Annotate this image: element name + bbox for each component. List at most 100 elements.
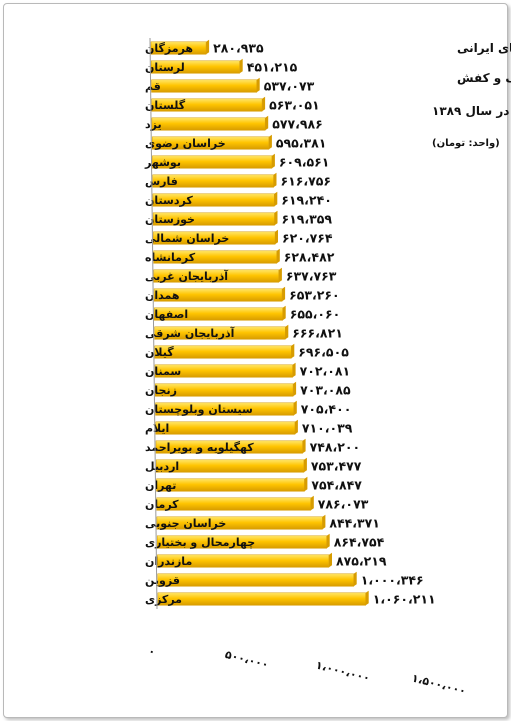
category-label: اردبیل (145, 460, 179, 473)
data-label: ۵۷۷،۹۸۶ (272, 117, 323, 132)
bar-end-face (271, 153, 275, 169)
bar-end-face (282, 286, 286, 302)
data-label: ۶۵۵،۰۶۰ (290, 307, 341, 322)
data-label: ۲۸۰،۹۳۵ (213, 41, 264, 56)
category-label: یزد (145, 118, 162, 131)
data-label: ۵۶۳،۰۵۱ (269, 98, 320, 113)
data-label: ۶۱۹،۳۵۹ (282, 212, 333, 227)
category-label: کهگیلویه و بویراحمد (145, 441, 254, 454)
title-line-2: برای تامین پوشاک و کفش (457, 71, 511, 86)
bar (155, 421, 296, 435)
bar-end-face (302, 438, 306, 454)
x-tick-label: ۵۰۰،۰۰۰ (224, 648, 270, 671)
bar-end-face (326, 533, 330, 549)
title-line-1: هزینه خانوارهای ایرانی (457, 41, 511, 56)
bar-end-face (282, 305, 286, 321)
category-label: مرکزی (145, 593, 182, 606)
title-line-3: در سال ۱۳۸۹ (432, 104, 509, 118)
category-label: خوزستان (145, 213, 195, 226)
bar-end-face (275, 229, 278, 245)
bar (150, 60, 240, 74)
bar (154, 345, 292, 359)
category-label: مازندران (145, 555, 192, 568)
category-label: اصفهان (145, 308, 188, 321)
category-label: ایلام (145, 422, 169, 435)
category-label: کرمانشاه (145, 251, 196, 264)
data-label: ۷۸۶،۰۷۳ (318, 497, 369, 512)
data-label: ۸۴۴،۳۷۱ (329, 516, 380, 531)
data-label: ۴۵۱،۲۱۵ (247, 60, 298, 75)
x-tick-label: ۱،۰۰۰،۰۰۰ (314, 659, 371, 685)
x-tick-label: ۰ (147, 644, 157, 658)
data-label: ۶۱۶،۷۵۶ (281, 174, 332, 189)
unit-note: (واحد: تومان) (432, 138, 500, 149)
category-label: بوشهر (144, 156, 181, 169)
data-label: ۶۵۳،۲۶۰ (289, 288, 340, 303)
data-label: ۸۷۵،۲۱۹ (336, 554, 387, 569)
bar-end-face (329, 552, 332, 568)
category-label: قم (145, 80, 161, 93)
data-label: ۷۰۳،۰۸۵ (300, 383, 351, 398)
data-label: ۷۴۸،۲۰۰ (310, 440, 361, 455)
bar-end-face (294, 419, 298, 435)
bar-end-face (353, 571, 357, 587)
data-label: ۵۳۷،۰۷۳ (264, 79, 315, 94)
bar-end-face (365, 590, 369, 606)
data-label: ۶۲۸،۴۸۲ (284, 250, 335, 265)
category-label: لرستان (145, 61, 185, 74)
bar-end-face (206, 39, 210, 55)
chart-title: هزینه خانوارهای ایرانی برای تامین پوشاک … (432, 41, 511, 149)
category-label: چهارمحال و بختیاری (145, 536, 255, 549)
data-label: ۷۵۳،۴۷۷ (311, 459, 362, 474)
bar-end-face (292, 362, 296, 378)
bar-end-face (285, 324, 289, 340)
bar-end-face (273, 172, 277, 188)
bar-end-face (274, 210, 278, 226)
category-label: فارس (145, 175, 178, 188)
bars-layer: هرمزگان ۲۸۰،۹۳۵ لرستان ۴۵۱،۲۱۵ قم ۵۳۷،۰۷۳ گلست… (144, 39, 436, 607)
bar (157, 573, 355, 587)
bar-end-face (265, 115, 269, 131)
bar-end-face (274, 191, 278, 207)
category-label: کردستان (145, 194, 193, 207)
data-label: ۷۱۰،۰۳۹ (302, 421, 353, 436)
bar-end-face (310, 495, 314, 511)
category-label: خراسان شمالی (145, 232, 229, 245)
data-label: ۱،۰۰۰،۳۴۶ (361, 573, 424, 588)
category-label: گیلان (145, 346, 174, 359)
bar-end-face (239, 58, 243, 74)
category-label: آذربایجان شرقی (145, 326, 235, 340)
data-label: ۶۰۹،۵۶۱ (279, 155, 330, 170)
category-label: گلستان (145, 99, 186, 112)
category-label: همدان (145, 289, 180, 302)
data-label: ۶۱۹،۲۴۰ (281, 193, 332, 208)
bar-end-face (293, 400, 297, 416)
data-label: ۶۳۷،۷۶۳ (286, 269, 337, 284)
bar-end-face (322, 514, 326, 530)
x-tick-label: ۱،۵۰۰،۰۰۰ (410, 672, 467, 698)
bar (156, 478, 305, 492)
bar-end-face (303, 457, 307, 473)
bar-end-face (256, 77, 260, 93)
category-label: سمنان (145, 365, 181, 378)
bar-end-face (268, 134, 272, 150)
bar-end-face (276, 248, 280, 264)
bar (153, 269, 280, 283)
category-label: آذربایجان غربی (145, 269, 228, 283)
data-label: ۸۶۴،۷۵۴ (334, 535, 385, 550)
bar-end-face (278, 267, 282, 283)
bar (151, 79, 258, 93)
category-label: سیستان وبلوچستان (145, 403, 253, 416)
category-label: تهران (145, 479, 176, 492)
data-label: ۶۶۶،۸۲۱ (292, 326, 343, 341)
category-label: هرمزگان (145, 42, 193, 55)
data-label: ۶۲۰،۷۶۴ (282, 231, 333, 246)
category-label: کرمان (145, 498, 179, 511)
bar (157, 554, 330, 568)
bar (151, 117, 266, 131)
bar-end-face (304, 476, 308, 492)
category-label: خراسان جنوبی (145, 517, 226, 530)
bar (157, 592, 366, 606)
bar-end-face (262, 96, 266, 112)
